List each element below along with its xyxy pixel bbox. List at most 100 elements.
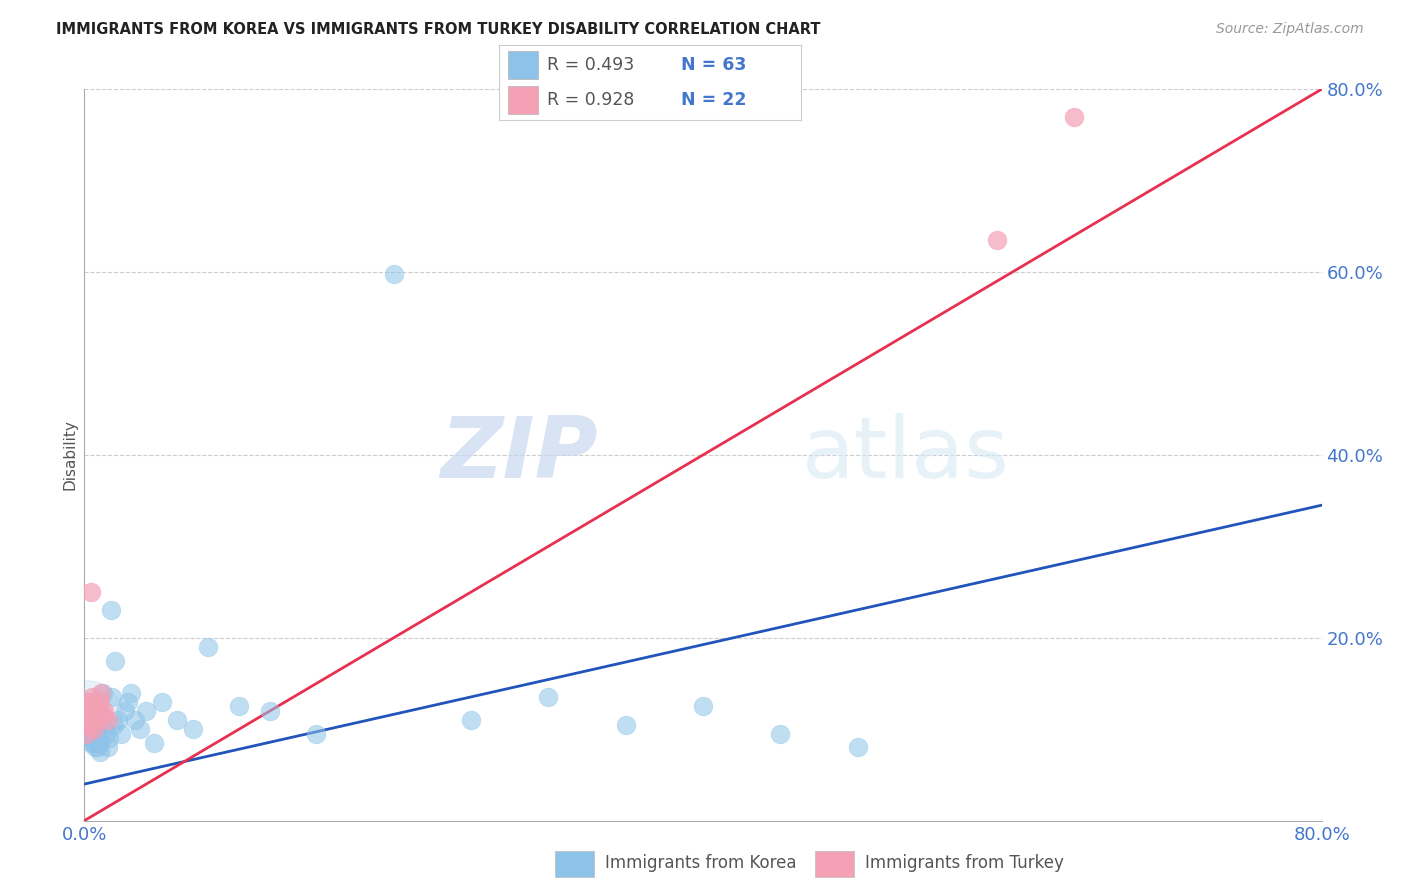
Point xyxy=(100,603,122,617)
Point xyxy=(75,713,97,727)
Point xyxy=(93,704,115,718)
Text: ZIP: ZIP xyxy=(440,413,598,497)
Point xyxy=(84,740,107,755)
Point xyxy=(124,713,146,727)
Point xyxy=(197,640,219,654)
Point xyxy=(166,713,188,727)
Point xyxy=(769,727,792,741)
Point xyxy=(76,699,98,714)
Point xyxy=(107,713,129,727)
Point xyxy=(94,727,117,741)
FancyBboxPatch shape xyxy=(815,851,855,877)
Point xyxy=(84,723,107,737)
Point xyxy=(83,704,105,718)
Point xyxy=(75,727,97,741)
Point xyxy=(75,713,97,727)
Point xyxy=(82,690,104,705)
Point xyxy=(76,727,98,741)
Point xyxy=(83,736,105,750)
Point xyxy=(93,723,115,737)
Point xyxy=(89,736,111,750)
Point xyxy=(77,695,100,709)
Point xyxy=(181,723,204,737)
Point xyxy=(101,690,124,705)
Text: atlas: atlas xyxy=(801,413,1010,497)
Point xyxy=(89,695,111,709)
Point xyxy=(120,685,142,699)
Point xyxy=(86,713,108,727)
Point xyxy=(259,704,281,718)
Point xyxy=(143,736,166,750)
Text: R = 0.928: R = 0.928 xyxy=(547,91,636,109)
Point xyxy=(692,699,714,714)
Point xyxy=(90,685,112,699)
Point xyxy=(82,731,104,746)
Point xyxy=(150,695,173,709)
Point xyxy=(76,708,98,723)
Point xyxy=(96,713,118,727)
Point xyxy=(75,695,97,709)
Point xyxy=(76,708,98,723)
Point xyxy=(79,736,101,750)
Point xyxy=(77,723,100,737)
Point xyxy=(96,740,118,755)
Point xyxy=(77,731,100,746)
Text: Immigrants from Turkey: Immigrants from Turkey xyxy=(865,854,1063,872)
Point xyxy=(83,727,105,741)
Point xyxy=(77,704,100,718)
Point xyxy=(846,740,869,755)
Point xyxy=(87,740,110,755)
Point xyxy=(129,723,152,737)
Point xyxy=(77,708,100,723)
Point xyxy=(83,723,105,737)
Text: Source: ZipAtlas.com: Source: ZipAtlas.com xyxy=(1216,22,1364,37)
Text: N = 63: N = 63 xyxy=(681,56,745,74)
Point xyxy=(614,717,637,731)
Text: Immigrants from Korea: Immigrants from Korea xyxy=(605,854,796,872)
Point xyxy=(79,708,101,723)
Point xyxy=(84,731,107,746)
Point xyxy=(82,723,104,737)
Point xyxy=(228,699,250,714)
Point xyxy=(103,717,125,731)
Point xyxy=(82,717,104,731)
Point xyxy=(75,704,97,718)
Point xyxy=(86,727,108,741)
Point xyxy=(83,717,105,731)
FancyBboxPatch shape xyxy=(555,851,595,877)
Point xyxy=(104,654,127,668)
Point xyxy=(382,267,405,281)
Point xyxy=(986,233,1008,247)
Point xyxy=(82,713,104,727)
Point xyxy=(1063,110,1085,124)
Point xyxy=(90,708,112,723)
FancyBboxPatch shape xyxy=(508,52,538,78)
Point xyxy=(76,717,98,731)
Point xyxy=(135,704,157,718)
Point xyxy=(76,717,98,731)
Point xyxy=(98,731,121,746)
Text: IMMIGRANTS FROM KOREA VS IMMIGRANTS FROM TURKEY DISABILITY CORRELATION CHART: IMMIGRANTS FROM KOREA VS IMMIGRANTS FROM… xyxy=(56,22,821,37)
Point xyxy=(84,708,107,723)
FancyBboxPatch shape xyxy=(508,87,538,113)
Point xyxy=(87,731,110,746)
Point xyxy=(76,699,98,714)
Point xyxy=(79,585,101,599)
Y-axis label: Disability: Disability xyxy=(62,419,77,491)
Point xyxy=(305,727,328,741)
Point xyxy=(79,717,101,731)
Point xyxy=(91,685,114,699)
Point xyxy=(87,699,110,714)
Point xyxy=(79,704,101,718)
Point xyxy=(114,704,136,718)
Point xyxy=(537,690,560,705)
Point xyxy=(86,736,108,750)
Point xyxy=(117,695,139,709)
Point xyxy=(460,713,482,727)
Point xyxy=(110,727,132,741)
Point xyxy=(77,713,100,727)
Text: R = 0.493: R = 0.493 xyxy=(547,56,634,74)
Point xyxy=(79,727,101,741)
Text: N = 22: N = 22 xyxy=(681,91,747,109)
Point xyxy=(91,708,114,723)
